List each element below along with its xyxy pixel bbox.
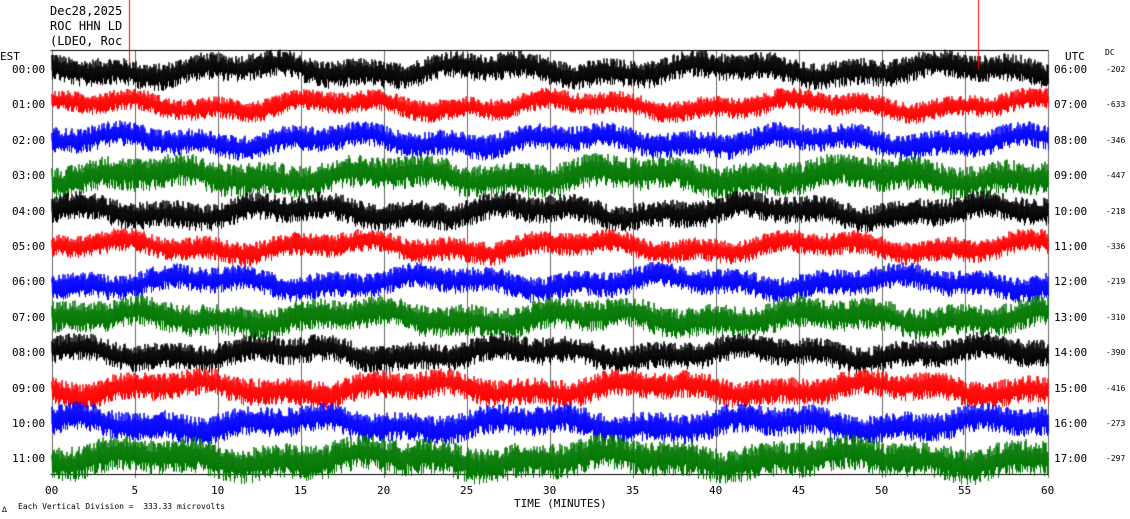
header-date: Dec28,2025 bbox=[50, 4, 123, 18]
x-tick-label: 10 bbox=[211, 484, 225, 497]
row-label-left: 11:00 bbox=[12, 452, 46, 466]
row-label-left: 01:00 bbox=[12, 98, 46, 112]
row-dc-value: -273 bbox=[1106, 419, 1126, 428]
x-tick-label: 50 bbox=[875, 484, 889, 497]
x-tick-label: 00 bbox=[45, 484, 59, 497]
scale-note: Each Vertical Division = 333.33 microvol… bbox=[18, 502, 226, 511]
row-dc-value: -447 bbox=[1106, 171, 1126, 181]
header-network: (LDEO, Roc bbox=[50, 34, 123, 48]
row-dc-value: -416 bbox=[1106, 383, 1126, 393]
logo-icon: ∆ bbox=[2, 505, 7, 514]
right-timezone-label: UTC bbox=[1065, 50, 1085, 63]
x-tick-label: 35 bbox=[626, 484, 640, 497]
row-label-right: 10:00 bbox=[1054, 204, 1088, 218]
row-dc-value: -633 bbox=[1106, 100, 1126, 110]
row-label-right: 07:00 bbox=[1054, 98, 1088, 112]
row-label-left: 02:00 bbox=[12, 133, 46, 147]
header-station: ROC HHN LD bbox=[50, 19, 123, 33]
row-label-left: 10:00 bbox=[12, 417, 46, 430]
row-label-right: 14:00 bbox=[1054, 346, 1088, 360]
row-label-right: 15:00 bbox=[1054, 381, 1088, 395]
row-dc-value: -297 bbox=[1106, 454, 1126, 464]
row-dc-value: -219 bbox=[1106, 277, 1126, 287]
row-label-right: 08:00 bbox=[1054, 133, 1088, 147]
row-label-left: 09:00 bbox=[12, 381, 46, 395]
row-label-right: 13:00 bbox=[1054, 310, 1088, 324]
row-label-right: 09:00 bbox=[1054, 169, 1088, 183]
row-label-left: 07:00 bbox=[12, 310, 46, 324]
row-dc-value: -336 bbox=[1106, 242, 1126, 251]
row-label-left: 06:00 bbox=[12, 275, 46, 289]
x-tick-label: 30 bbox=[543, 484, 557, 497]
x-tick-label: 55 bbox=[958, 484, 972, 497]
row-dc-value: -310 bbox=[1106, 312, 1126, 322]
x-tick-label: 5 bbox=[131, 484, 139, 497]
row-label-right: 11:00 bbox=[1054, 240, 1088, 253]
x-axis-label: TIME (MINUTES) bbox=[514, 497, 607, 510]
row-label-left: 05:00 bbox=[12, 240, 46, 253]
row-label-left: 08:00 bbox=[12, 346, 46, 360]
x-tick-label: 15 bbox=[294, 484, 308, 497]
row-dc-value: -346 bbox=[1106, 135, 1126, 145]
x-tick-label: 60 bbox=[1041, 484, 1055, 497]
row-label-right: 16:00 bbox=[1054, 417, 1088, 430]
left-timezone-label: EST bbox=[0, 50, 20, 63]
row-dc-value: -202 bbox=[1106, 65, 1126, 74]
x-tick-label: 25 bbox=[460, 484, 474, 497]
x-tick-label: 40 bbox=[709, 484, 723, 497]
row-label-right: 17:00 bbox=[1054, 452, 1088, 466]
row-dc-value: -218 bbox=[1106, 206, 1126, 216]
row-dc-value: -390 bbox=[1106, 348, 1126, 358]
row-label-right: 06:00 bbox=[1054, 63, 1088, 76]
x-tick-label: 20 bbox=[377, 484, 391, 497]
row-label-left: 04:00 bbox=[12, 204, 46, 218]
x-tick-label: 45 bbox=[792, 484, 806, 497]
dc-header: DC bbox=[1105, 48, 1115, 57]
row-label-left: 00:00 bbox=[12, 63, 46, 76]
row-label-right: 12:00 bbox=[1054, 275, 1088, 289]
row-label-left: 03:00 bbox=[12, 169, 46, 183]
